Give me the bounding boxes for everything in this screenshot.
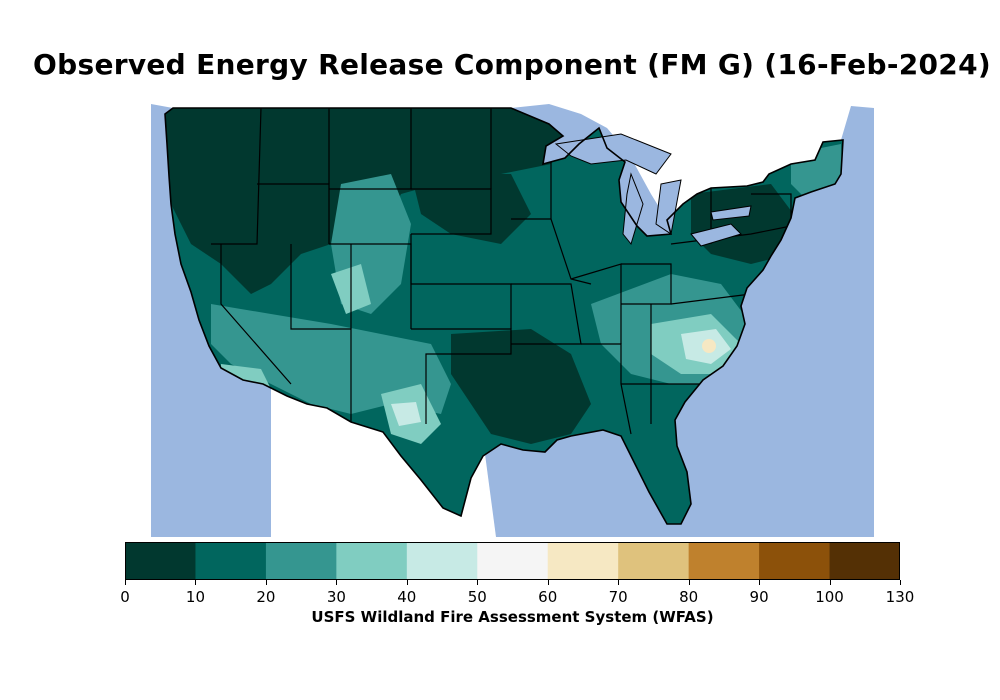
colorbar-tick-label: 20 [256, 588, 276, 606]
us-coastline [164, 107, 844, 525]
colorbar [125, 542, 900, 580]
colorbar-cell [336, 542, 408, 580]
colorbar-tick-label: 70 [608, 588, 628, 606]
colorbar-tick-label: 10 [185, 588, 205, 606]
colorbar-label: USFS Wildland Fire Assessment System (WF… [311, 608, 714, 626]
colorbar-tick-mark [265, 580, 267, 585]
colorbar-cell [688, 542, 760, 580]
colorbar-cell [759, 542, 831, 580]
colorbar-cell [125, 542, 196, 580]
colorbar-tick-mark [195, 580, 197, 585]
state-borders [211, 108, 802, 435]
colorbar-tick-label: 30 [326, 588, 346, 606]
colorbar-tick-label: 90 [749, 588, 769, 606]
colorbar-cell [265, 542, 337, 580]
colorbar-tick-label: 50 [467, 588, 487, 606]
colorbar-tick-mark [829, 580, 831, 585]
colorbar-tick-mark [477, 580, 479, 585]
colorbar-tick-label: 0 [120, 588, 130, 606]
colorbar-tick-label: 60 [538, 588, 558, 606]
colorbar-ticks: 0 10 20 30 40 50 60 70 80 90 100 130 [120, 580, 914, 610]
map-title: Observed Energy Release Component (FM G)… [33, 48, 991, 81]
colorbar-tick-mark [547, 580, 549, 585]
colorbar-cell [406, 542, 478, 580]
colorbar-tick-label: 40 [397, 588, 417, 606]
contour-0-10-south [451, 329, 591, 444]
contour-20-30-southwest [211, 304, 451, 414]
colorbar-tick-mark [336, 580, 338, 585]
colorbar-cell [829, 542, 900, 580]
colorbar-cell [477, 542, 549, 580]
colorbar-cell [547, 542, 619, 580]
baja-peninsula [271, 414, 341, 537]
canada-land [151, 84, 874, 220]
colorbar-tick-mark [759, 580, 761, 585]
colorbar-tick-mark [618, 580, 620, 585]
contour-0-10-northeast [691, 184, 801, 264]
colorbar-tick-label: 80 [679, 588, 699, 606]
colorbar-cell [195, 542, 267, 580]
colorbar-cell [618, 542, 690, 580]
colorbar-tick-mark [406, 580, 408, 585]
colorbar-tick-mark [125, 580, 126, 585]
contour-60-70-nc [702, 339, 716, 353]
colorbar-tick-label: 130 [885, 588, 915, 606]
erc-map [151, 84, 874, 537]
colorbar-tick-mark [900, 580, 901, 585]
contour-0-10-midwest [411, 174, 531, 244]
colorbar-tick-label: 100 [815, 588, 844, 606]
contour-40-50-texas [391, 402, 421, 426]
colorbar-tick-mark [688, 580, 690, 585]
